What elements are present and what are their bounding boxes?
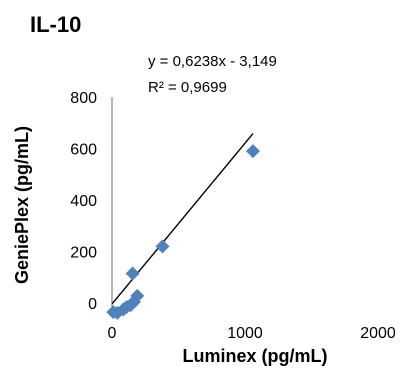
trendline-equation: y = 0,6238x - 3,149 [148, 53, 277, 70]
data-point-marker [125, 266, 140, 281]
y-tick-label: 400 [70, 193, 97, 210]
y-axis-ticks: 0 200 400 600 800 [70, 90, 97, 313]
x-tick-label: 2000 [360, 325, 396, 342]
data-point-marker [245, 144, 260, 159]
x-tick-label: 0 [108, 325, 117, 342]
x-axis-ticks: 0 1000 2000 [108, 325, 396, 342]
y-tick-label: 800 [70, 90, 97, 107]
y-tick-label: 0 [88, 296, 97, 313]
y-axis-label: GeniePlex (pg/mL) [12, 126, 32, 284]
data-point-marker [155, 239, 170, 254]
x-axis-label: Luminex (pg/mL) [183, 346, 328, 366]
data-points [106, 144, 260, 320]
data-point-marker [130, 288, 145, 303]
chart-title: IL-10 [30, 12, 81, 37]
x-tick-label: 1000 [227, 325, 263, 342]
y-tick-label: 600 [70, 142, 97, 159]
trendline-r-squared: R² = 0,9699 [148, 79, 227, 96]
y-tick-label: 200 [70, 245, 97, 262]
